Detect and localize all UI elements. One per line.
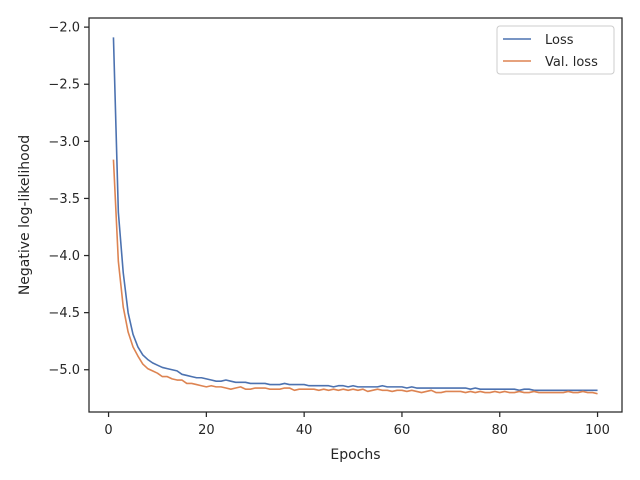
- y-tick-label: −2.5: [48, 78, 80, 93]
- y-tick-label: −3.5: [48, 192, 80, 207]
- y-tick-label: −4.0: [48, 249, 80, 264]
- x-tick-label: 40: [296, 423, 313, 438]
- legend-box: [496, 25, 615, 75]
- legend-label-val-loss: Val. loss: [545, 55, 598, 70]
- x-tick-label: 0: [104, 423, 112, 438]
- plot-frame: [88, 17, 623, 413]
- series-line-val-loss: [112, 159, 598, 395]
- legend-label-loss: Loss: [545, 33, 574, 48]
- legend: Loss Val. loss: [496, 25, 615, 75]
- y-axis-label: Negative log-likelihood: [17, 135, 33, 295]
- y-tick-label: −4.5: [48, 306, 80, 321]
- series-line-loss: [112, 37, 598, 392]
- y-tick-label: −5.0: [48, 363, 80, 378]
- series-layer: [112, 37, 598, 395]
- plot-area: [89, 18, 622, 412]
- y-axis-ticks: −5.0 −4.5 −4.0 −3.5 −3.0 −2.5 −2.0: [48, 21, 89, 378]
- x-axis-label: Epochs: [330, 447, 380, 463]
- x-axis-ticks: 0 20 40 60 80 100: [104, 412, 610, 438]
- x-tick-label: 60: [394, 423, 411, 438]
- x-tick-label: 80: [491, 423, 508, 438]
- x-tick-label: 20: [198, 423, 215, 438]
- y-tick-label: −2.0: [48, 21, 80, 36]
- x-tick-label: 100: [585, 423, 610, 438]
- y-tick-label: −3.0: [48, 135, 80, 150]
